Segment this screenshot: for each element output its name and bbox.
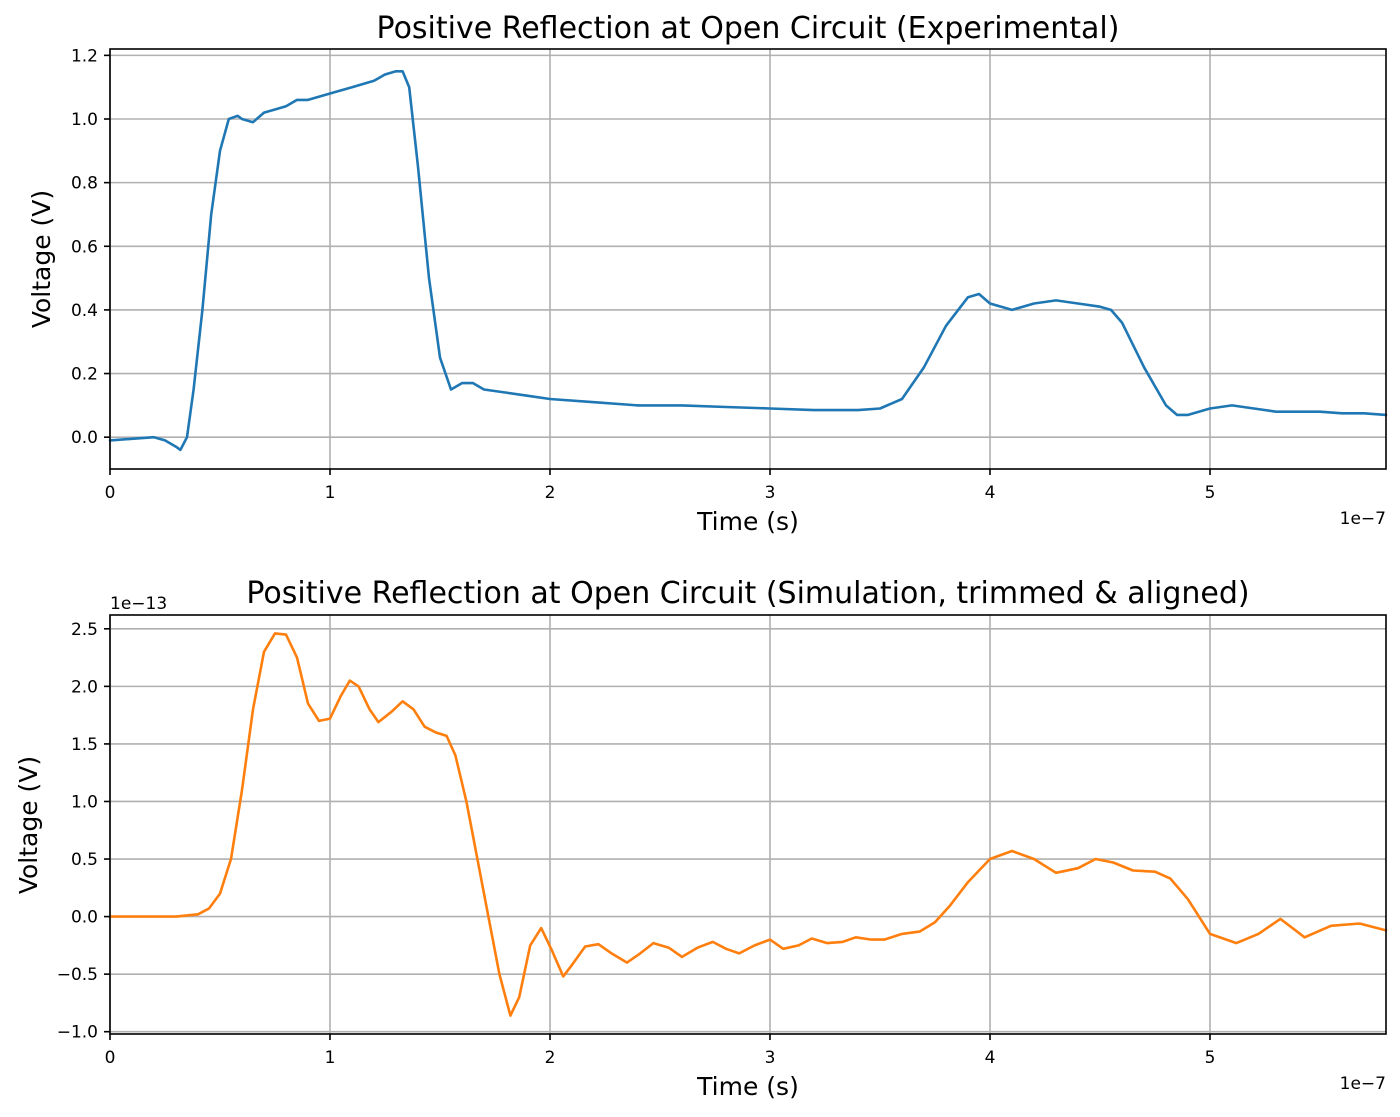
y-tick-label: 0.8 (71, 174, 98, 194)
experimental-plot: Positive Reflection at Open Circuit (Exp… (27, 11, 1388, 536)
plot-frame-experimental (109, 48, 1387, 470)
y-tick-label: 0.4 (71, 301, 98, 321)
x-tick-label: 1 (325, 483, 336, 503)
x-tick-label: 2 (545, 1048, 556, 1068)
y-axis-label-experimental: Voltage (V) (27, 190, 56, 328)
x-tick-label: 3 (765, 483, 776, 503)
x-axis-label-experimental: Time (s) (696, 507, 799, 536)
series-line-experimental (108, 70, 1388, 452)
series-line-simulation (108, 632, 1388, 1017)
plot-frame-simulation (109, 614, 1387, 1035)
y-tick-label: 2.0 (71, 677, 98, 697)
y-tick-label: 1.5 (71, 735, 98, 755)
grid-experimental (109, 49, 1386, 469)
x-offset-text-experimental: 1e−7 (1340, 509, 1386, 529)
chart-title-experimental: Positive Reflection at Open Circuit (Exp… (377, 11, 1120, 46)
simulation-plot: Positive Reflection at Open Circuit (Sim… (14, 576, 1388, 1101)
y-tick-label: 1.0 (71, 792, 98, 812)
y-tick-label: 0.0 (71, 908, 98, 928)
y-offset-text-simulation: 1e−13 (110, 594, 167, 614)
x-axis-label-simulation: Time (s) (696, 1072, 799, 1101)
line-series-experimental (108, 70, 1388, 452)
x-tick-label: 0 (105, 483, 116, 503)
x-offset-text-simulation: 1e−7 (1340, 1074, 1386, 1094)
y-tick-label: −1.0 (57, 1023, 98, 1043)
y-tick-label: 0.5 (71, 850, 98, 870)
y-tick-label: 1.0 (71, 110, 98, 130)
x-tick-label: 0 (105, 1048, 116, 1068)
y-tick-label: 0.2 (71, 365, 98, 385)
y-tick-label: −0.5 (57, 965, 98, 985)
x-tick-label: 3 (765, 1048, 776, 1068)
x-tick-label: 5 (1205, 1048, 1216, 1068)
x-tick-label: 2 (545, 483, 556, 503)
y-axis-label-simulation: Voltage (V) (14, 756, 43, 894)
x-tick-label: 5 (1205, 483, 1216, 503)
x-tick-label: 4 (985, 483, 996, 503)
ticks-experimental: 0 1 2 3 4 5 0.0 0.2 0.4 0.6 0.8 1.0 1.2 (71, 46, 1215, 503)
line-series-simulation (108, 632, 1388, 1017)
x-tick-label: 4 (985, 1048, 996, 1068)
x-tick-label: 1 (325, 1048, 336, 1068)
y-tick-label: 1.2 (71, 46, 98, 66)
y-tick-label: 0.6 (71, 237, 98, 257)
chart-title-simulation: Positive Reflection at Open Circuit (Sim… (246, 576, 1249, 611)
ticks-simulation: 0 1 2 3 4 5 −1.0 −0.5 0.0 0.5 1.0 1.5 2.0 2.5 (57, 620, 1216, 1068)
y-tick-label: 2.5 (71, 620, 98, 640)
y-tick-label: 0.0 (71, 428, 98, 448)
